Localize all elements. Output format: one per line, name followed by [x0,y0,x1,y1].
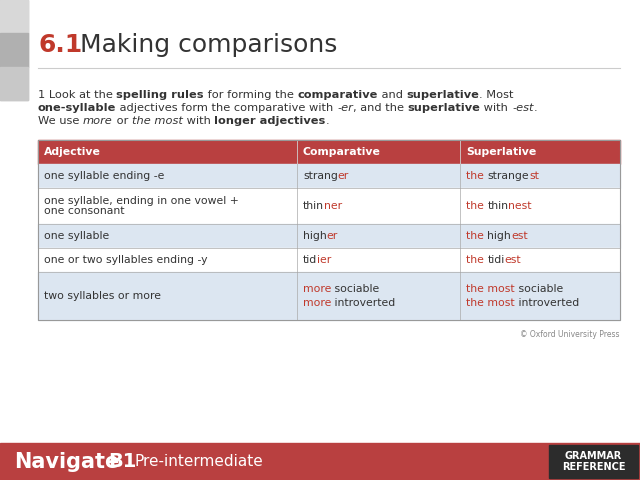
Text: strang: strang [303,171,338,181]
Text: adjectives form the comparative with: adjectives form the comparative with [116,103,337,113]
Text: thin: thin [303,201,324,211]
Bar [0,0,28,33]
Bar [0,33,28,67]
Text: the most: the most [132,116,182,126]
Text: GRAMMAR
REFERENCE: GRAMMAR REFERENCE [562,451,625,472]
Text: the most: the most [466,298,515,308]
Bar [38,224,620,248]
Text: tid: tid [303,255,317,265]
Text: st: st [529,171,539,181]
Text: more: more [83,116,113,126]
Text: -est: -est [512,103,534,113]
Text: with: with [182,116,214,126]
Bar [0,443,640,480]
Text: superlative: superlative [406,90,479,100]
Text: sociable: sociable [515,284,563,294]
Text: one-syllable: one-syllable [38,103,116,113]
Bar [0,33,28,67]
Bar [38,164,620,188]
Text: comparative: comparative [298,90,378,100]
Text: or: or [113,116,132,126]
Text: two syllables or more: two syllables or more [44,291,161,301]
Text: 6.1: 6.1 [38,33,83,57]
Text: one syllable: one syllable [44,231,109,241]
Text: introverted: introverted [515,298,579,308]
Text: Pre-intermediate: Pre-intermediate [134,454,263,469]
Text: . Most: . Most [479,90,514,100]
Text: one syllable ending -e: one syllable ending -e [44,171,164,181]
Text: Comparative: Comparative [303,147,381,157]
Text: est: est [504,255,521,265]
Text: spelling rules: spelling rules [116,90,204,100]
Bar [0,67,28,100]
Text: high: high [487,231,511,241]
Text: and: and [378,90,406,100]
Text: one consonant: one consonant [44,206,125,216]
Text: for forming the: for forming the [204,90,298,100]
Bar [0,67,28,100]
Text: longer adjectives: longer adjectives [214,116,325,126]
Bar [38,272,620,320]
Text: er: er [327,231,338,241]
Text: the: the [466,171,487,181]
Text: Navigate: Navigate [14,452,119,471]
Text: est: est [511,231,528,241]
Text: .: . [325,116,329,126]
Text: er: er [338,171,349,181]
Bar [38,140,620,320]
Text: We use: We use [38,116,83,126]
Text: the most: the most [466,284,515,294]
Text: -er: -er [337,103,353,113]
Text: the: the [466,255,487,265]
Text: one or two syllables ending -y: one or two syllables ending -y [44,255,207,265]
Text: , and the: , and the [353,103,408,113]
Text: introverted: introverted [332,298,396,308]
Bar [38,248,620,272]
Bar [38,188,620,224]
Text: strange: strange [487,171,529,181]
Text: .: . [534,103,537,113]
Text: superlative: superlative [408,103,481,113]
Text: 1 Look at the: 1 Look at the [38,90,116,100]
Text: thin: thin [487,201,508,211]
Text: the: the [466,201,487,211]
Text: more: more [303,284,332,294]
Text: Superlative: Superlative [466,147,536,157]
Text: tidi: tidi [487,255,504,265]
Bar [38,140,620,164]
Text: B1: B1 [108,452,136,471]
Text: sociable: sociable [332,284,380,294]
Text: Making comparisons: Making comparisons [80,33,337,57]
Text: high: high [303,231,327,241]
Text: more: more [303,298,332,308]
Bar [0,0,28,33]
Text: Adjective: Adjective [44,147,101,157]
Text: ier: ier [317,255,332,265]
Text: nest: nest [508,201,532,211]
Bar [549,445,638,478]
Text: with: with [481,103,512,113]
Text: one syllable, ending in one vowel +: one syllable, ending in one vowel + [44,196,239,205]
Text: the: the [466,231,487,241]
Text: © Oxford University Press: © Oxford University Press [520,330,620,339]
Text: ner: ner [324,201,342,211]
